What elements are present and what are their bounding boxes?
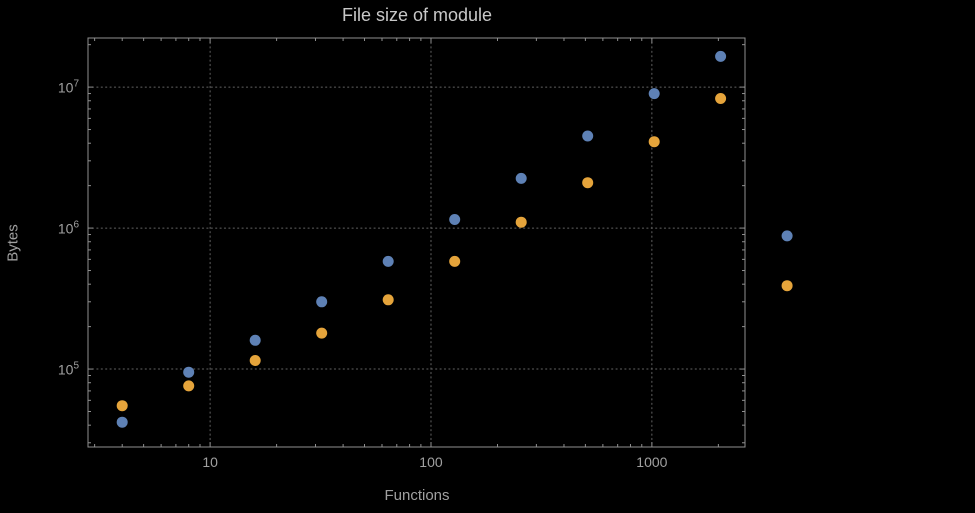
y-tick-label: 106 xyxy=(57,219,79,237)
data-point-series-2-orange xyxy=(249,355,261,366)
data-point-series-1-blue xyxy=(715,50,727,62)
data-point-series-1-blue xyxy=(515,172,527,184)
data-point-series-2-orange xyxy=(648,136,660,148)
data-point-series-1-blue xyxy=(382,255,394,267)
data-point-series-2-orange xyxy=(715,93,727,104)
x-tick-label: 10 xyxy=(202,454,218,470)
data-point-series-1-blue xyxy=(449,214,461,225)
data-point-series-2-orange xyxy=(449,255,461,267)
data-point-series-1-blue xyxy=(316,296,328,308)
y-axis-label: Bytes xyxy=(4,224,22,262)
data-point-series-1-blue xyxy=(648,88,660,100)
chart-title: File size of module xyxy=(341,5,493,25)
x-tick-label: 100 xyxy=(419,454,443,470)
data-point-series-1-blue xyxy=(582,130,594,142)
y-tick-label: 105 xyxy=(57,360,79,378)
data-point-series-1-blue xyxy=(781,230,793,242)
data-point-series-2-orange xyxy=(582,177,594,189)
y-tick-label: 107 xyxy=(57,78,79,96)
plot-frame xyxy=(87,37,746,448)
data-point-series-2-orange xyxy=(515,216,527,228)
x-axis-label: Functions xyxy=(384,487,450,504)
x-tick-label: 1000 xyxy=(636,454,668,470)
data-point-series-2-orange xyxy=(183,380,195,392)
data-point-series-2-orange xyxy=(781,280,793,292)
data-point-series-1-blue xyxy=(116,416,128,428)
data-point-series-2-orange xyxy=(116,400,128,412)
data-point-series-1-blue xyxy=(249,334,261,346)
data-point-series-1-blue xyxy=(183,366,195,378)
data-point-series-2-orange xyxy=(382,294,394,306)
data-point-series-2-orange xyxy=(316,327,328,339)
